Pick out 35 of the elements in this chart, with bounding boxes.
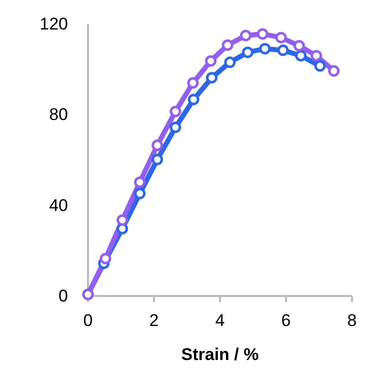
- point: [295, 50, 307, 62]
- x-axis-title: Strain / %: [181, 345, 259, 364]
- point: [170, 122, 182, 134]
- y-tick-label: 80: [49, 105, 68, 124]
- point: [328, 65, 340, 77]
- x-tick-label: 0: [83, 311, 93, 330]
- point: [259, 42, 271, 54]
- point: [134, 176, 146, 188]
- point: [242, 46, 254, 58]
- point: [188, 94, 200, 106]
- point: [116, 214, 128, 226]
- point: [310, 50, 322, 62]
- point: [152, 140, 164, 152]
- point: [256, 28, 268, 40]
- point: [205, 55, 217, 67]
- y-tick-label: 120: [40, 14, 68, 34]
- x-tick-label: 6: [281, 311, 291, 330]
- point: [293, 40, 305, 52]
- point: [100, 252, 112, 264]
- point: [314, 60, 326, 72]
- point: [277, 44, 289, 56]
- point: [187, 77, 199, 89]
- point: [275, 32, 287, 44]
- point: [206, 72, 218, 84]
- x-tick-label: 2: [149, 311, 159, 330]
- x-tick-label: 8: [347, 311, 357, 330]
- point: [134, 188, 146, 200]
- x-tick-label: 4: [215, 311, 225, 330]
- point: [170, 106, 182, 118]
- y-tick-label: 0: [58, 286, 68, 306]
- y-tick-label: 40: [49, 196, 68, 215]
- point: [222, 39, 234, 51]
- point: [224, 56, 236, 68]
- point: [152, 154, 164, 166]
- point: [240, 30, 252, 42]
